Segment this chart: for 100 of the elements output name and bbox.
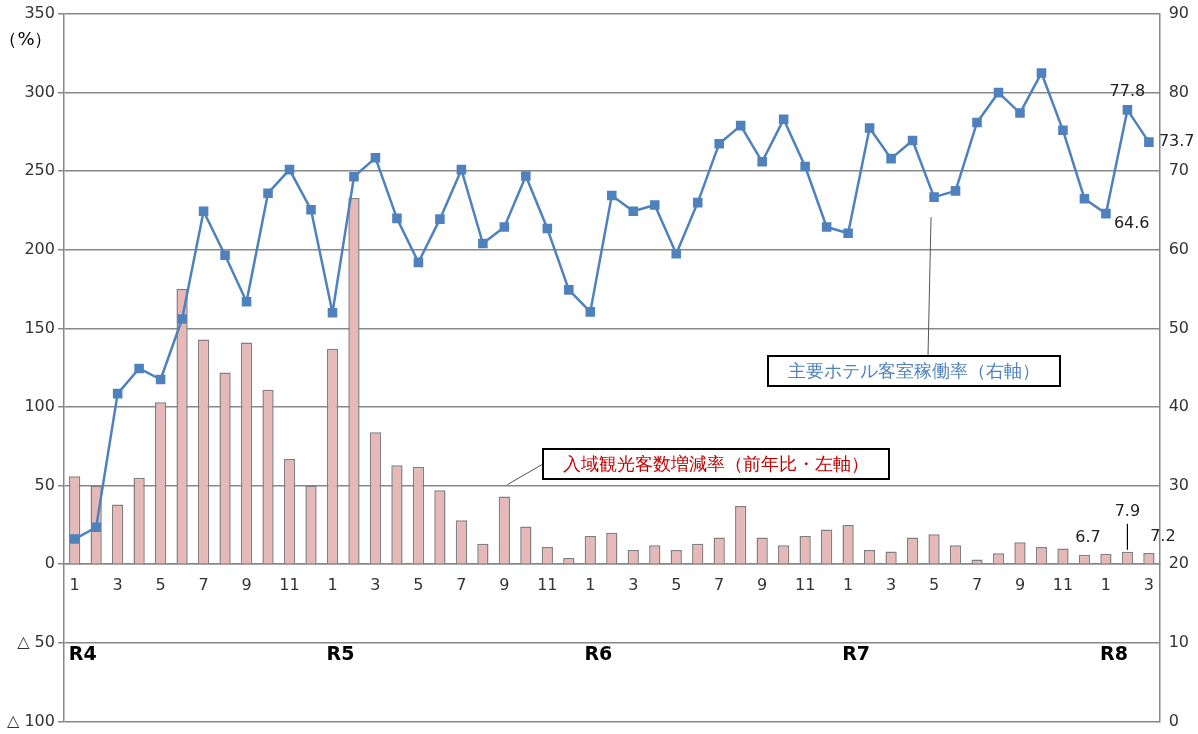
point bbox=[607, 190, 617, 201]
point bbox=[564, 285, 574, 295]
y2-tick-label: 40 bbox=[1168, 396, 1189, 416]
y2-tick-label: 20 bbox=[1168, 553, 1189, 573]
point bbox=[735, 120, 746, 131]
y-tick-label: 350 bbox=[24, 3, 55, 23]
x-tick-label: 3 bbox=[370, 574, 381, 594]
data-label: 7.9 bbox=[1114, 500, 1141, 520]
x-tick-label: 5 bbox=[928, 574, 940, 594]
x-tick-label: 1 bbox=[69, 574, 80, 594]
x-tick-label: 5 bbox=[155, 574, 166, 594]
y-tick-label: 200 bbox=[24, 238, 55, 258]
point bbox=[1144, 137, 1154, 147]
point bbox=[950, 186, 961, 196]
point bbox=[972, 117, 982, 128]
data-label: 73.7 bbox=[1158, 131, 1195, 151]
point bbox=[69, 534, 80, 544]
y2-tick-label: 60 bbox=[1168, 238, 1189, 258]
y2-tick-label: 90 bbox=[1168, 3, 1189, 23]
point bbox=[714, 138, 724, 149]
point bbox=[392, 213, 402, 224]
point bbox=[1079, 193, 1090, 204]
point bbox=[821, 222, 832, 232]
data-label: 6.7 bbox=[1075, 526, 1101, 546]
point bbox=[435, 214, 445, 224]
point bbox=[757, 156, 767, 167]
point bbox=[993, 87, 1004, 98]
x-tick-label: 9 bbox=[241, 574, 252, 594]
x-tick-label: 7 bbox=[714, 574, 725, 594]
point bbox=[1122, 105, 1133, 115]
y2-tick-label: 50 bbox=[1168, 317, 1189, 337]
point bbox=[542, 223, 553, 234]
point bbox=[843, 228, 853, 239]
point bbox=[886, 153, 896, 164]
x-tick-label: 1 bbox=[843, 574, 854, 594]
x-tick-label: 9 bbox=[499, 574, 510, 594]
x-tick-label: 3 bbox=[885, 574, 897, 594]
text: 入域観光客数増減率（前年比・左軸） bbox=[563, 452, 869, 474]
x-tick-label: 11 bbox=[794, 574, 816, 594]
point bbox=[349, 171, 359, 182]
x-tick-label: 11 bbox=[537, 574, 558, 594]
y2-tick-label: 10 bbox=[1168, 631, 1189, 651]
x-tick-label: 11 bbox=[1052, 574, 1074, 594]
y2-tick-label: 30 bbox=[1168, 474, 1189, 494]
x-tick-label: 1 bbox=[327, 574, 338, 594]
point bbox=[1015, 108, 1025, 118]
point bbox=[155, 374, 166, 385]
point bbox=[241, 296, 252, 307]
annotation: R4 bbox=[68, 642, 97, 665]
x-tick-label: 1 bbox=[1100, 574, 1112, 594]
point bbox=[413, 257, 424, 268]
x-tick-label: 7 bbox=[456, 574, 467, 594]
y2-tick-label: 70 bbox=[1168, 160, 1189, 180]
y-tick-label: △ 50 bbox=[17, 631, 55, 651]
y2-tick-label: 80 bbox=[1168, 81, 1189, 101]
point bbox=[112, 388, 123, 399]
data-label: 7.2 bbox=[1150, 526, 1176, 546]
annotation: R5 bbox=[326, 642, 355, 665]
x-tick-label: 9 bbox=[757, 574, 768, 594]
annotation: R8 bbox=[1100, 642, 1128, 665]
point bbox=[177, 314, 187, 324]
y-tick-label: 0 bbox=[44, 553, 55, 573]
point bbox=[671, 248, 682, 259]
y-tick-label: 100 bbox=[24, 396, 55, 416]
point bbox=[1058, 125, 1068, 136]
annotation: R7 bbox=[842, 642, 871, 665]
point bbox=[778, 114, 789, 125]
point bbox=[370, 153, 381, 163]
point bbox=[327, 307, 338, 318]
x-tick-label: 11 bbox=[279, 574, 300, 594]
point bbox=[800, 161, 810, 172]
y-axis-title: （%） bbox=[0, 27, 53, 49]
y2-tick-label: 0 bbox=[1168, 710, 1179, 730]
x-tick-label: 5 bbox=[413, 574, 424, 594]
text: 主要ホテル客室稼働率（右軸） bbox=[788, 359, 1040, 381]
point bbox=[263, 188, 273, 198]
point bbox=[284, 164, 295, 175]
y-tick-label: 150 bbox=[24, 317, 55, 337]
y-tick-label: 50 bbox=[34, 474, 55, 494]
point bbox=[929, 192, 939, 202]
x-tick-label: 7 bbox=[198, 574, 209, 594]
point bbox=[1036, 68, 1047, 78]
point bbox=[306, 204, 316, 215]
point bbox=[198, 206, 209, 217]
point bbox=[499, 222, 510, 232]
point bbox=[628, 206, 639, 217]
y-tick-label: 300 bbox=[24, 81, 55, 101]
point bbox=[521, 171, 531, 181]
point bbox=[585, 307, 596, 317]
y-tick-label: △ 100 bbox=[6, 710, 55, 730]
point bbox=[1101, 208, 1111, 219]
point bbox=[864, 123, 875, 133]
x-tick-label: 5 bbox=[671, 574, 682, 594]
y-tick-label: 250 bbox=[24, 160, 55, 180]
point bbox=[134, 363, 144, 374]
x-tick-label: 1 bbox=[585, 574, 596, 594]
annotation: R6 bbox=[584, 642, 613, 665]
data-label: 64.6 bbox=[1113, 212, 1150, 232]
data-label: 77.8 bbox=[1109, 81, 1146, 101]
x-tick-label: 9 bbox=[1014, 574, 1026, 594]
